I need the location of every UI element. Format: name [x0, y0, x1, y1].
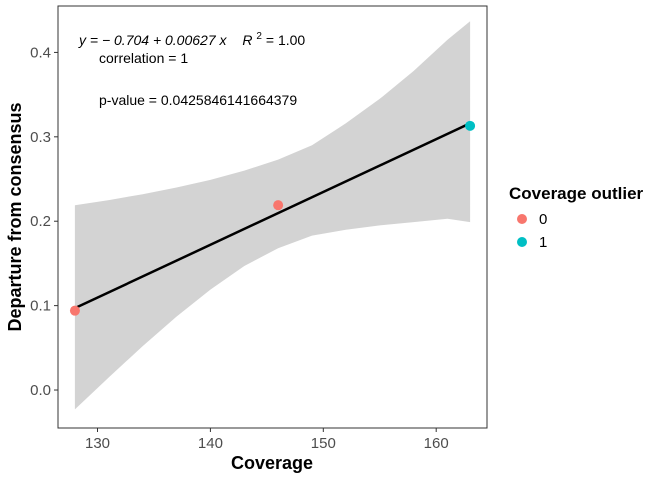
- y-tick-label: 0.2: [30, 213, 51, 230]
- data-point-1: [273, 200, 284, 211]
- x-tick-label: 130: [85, 435, 110, 452]
- equation-annotation: y = − 0.704 + 0.00627 x R 2 = 1.00: [78, 26, 305, 48]
- regression-line: [74, 122, 471, 310]
- legend-swatch-0: [517, 214, 527, 224]
- y-tick-label: 0.4: [30, 44, 51, 61]
- legend-swatch-1: [517, 237, 527, 247]
- x-tick-label: 140: [198, 435, 223, 452]
- y-axis-ticks: 0.0 0.1 0.2 0.3 0.4: [30, 44, 58, 399]
- x-axis-title: Coverage: [231, 453, 313, 473]
- data-points-layer: [69, 120, 476, 316]
- x-axis-ticks: 130 140 150 160: [85, 428, 449, 452]
- data-point-2: [465, 120, 476, 131]
- r2-label: R: [242, 32, 252, 48]
- plot-panel-border: [57, 5, 488, 429]
- x-tick-label: 150: [311, 435, 336, 452]
- legend-label-1: 1: [539, 234, 547, 251]
- x-tick-label: 160: [424, 435, 449, 452]
- data-point-0: [69, 305, 80, 316]
- y-tick-label: 0.3: [30, 129, 51, 146]
- legend-title: Coverage outlier: [509, 184, 644, 203]
- y-tick-label: 0.0: [30, 382, 51, 399]
- y-axis-title: Departure from consensus: [5, 102, 25, 331]
- r2-superscript: 2: [256, 31, 262, 42]
- equation-text: y = − 0.704 + 0.00627 x: [78, 32, 228, 48]
- fit-line-layer: [74, 122, 471, 310]
- legend-label-0: 0: [539, 211, 547, 228]
- r2-value: = 1.00: [266, 32, 306, 48]
- correlation-annotation: correlation = 1: [99, 50, 188, 66]
- y-tick-label: 0.1: [30, 298, 51, 315]
- legend: Coverage outlier 0 1: [509, 184, 644, 251]
- pvalue-annotation: p-value = 0.0425846141664379: [99, 92, 297, 108]
